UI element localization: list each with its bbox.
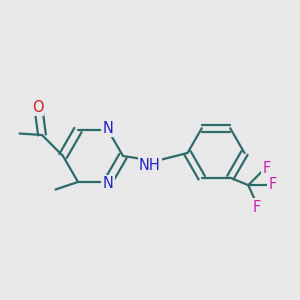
Text: F: F	[262, 161, 271, 176]
Text: F: F	[253, 200, 261, 214]
Text: N: N	[103, 121, 113, 136]
Text: N: N	[103, 176, 113, 191]
Text: F: F	[268, 177, 277, 192]
Text: NH: NH	[139, 158, 161, 173]
Text: O: O	[32, 100, 43, 115]
